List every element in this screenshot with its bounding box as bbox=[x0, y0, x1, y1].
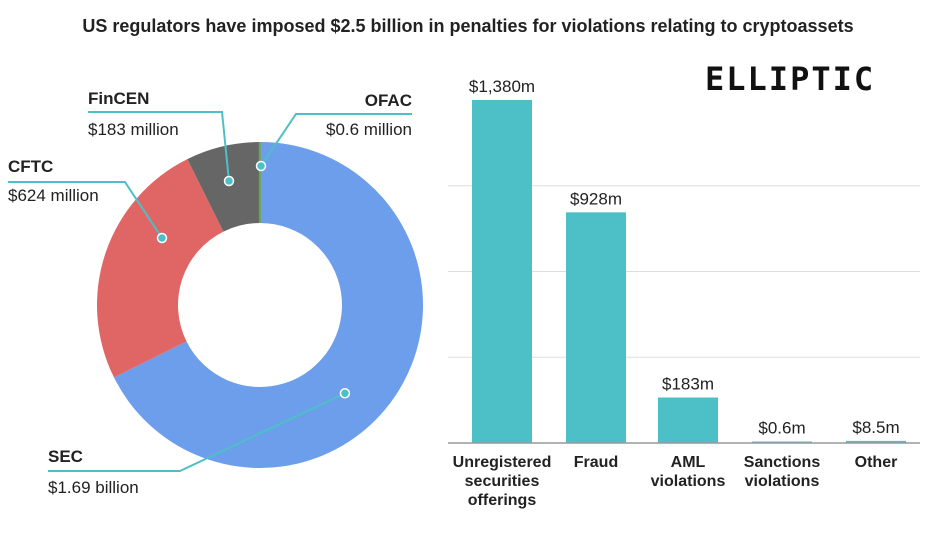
bar-category-label: violations bbox=[651, 473, 726, 490]
bar-1 bbox=[566, 212, 626, 443]
bar-value-label: $0.6m bbox=[758, 419, 805, 438]
bar-chart: $1,380m Unregistered securities offerings $9… bbox=[448, 77, 920, 509]
leader-dot-cftc bbox=[156, 232, 168, 244]
bar-category-label: Sanctions bbox=[744, 454, 821, 471]
bar-category-label: violations bbox=[745, 473, 820, 490]
chart-title: US regulators have imposed $2.5 billion … bbox=[82, 16, 854, 36]
bar-4 bbox=[846, 440, 906, 443]
donut-chart: SEC $1.69 billion CFTC $624 million FinCEN $1… bbox=[8, 89, 423, 497]
leader-line-ofac bbox=[260, 113, 412, 167]
bar-category-label: offerings bbox=[468, 492, 537, 509]
bar-category-label: Unregistered bbox=[453, 454, 552, 471]
leader-line-cftc bbox=[8, 181, 163, 239]
bar-category-label: securities bbox=[465, 473, 540, 490]
bar-0 bbox=[472, 100, 532, 443]
label-cftc-value: $624 million bbox=[8, 186, 99, 205]
bar-category-label: Fraud bbox=[574, 454, 618, 471]
label-fincen-value: $183 million bbox=[88, 120, 179, 139]
leader-dot-fincen bbox=[223, 175, 235, 187]
label-sec-value: $1.69 billion bbox=[48, 478, 139, 497]
leader-dot-sec bbox=[339, 388, 351, 399]
leader-dot-ofac bbox=[255, 160, 267, 172]
bar-value-label: $928m bbox=[570, 189, 622, 208]
bar-category-label: AML bbox=[671, 454, 706, 471]
bar-value-label: $8.5m bbox=[852, 418, 899, 437]
leader-line-sec bbox=[48, 392, 346, 472]
donut-slice-cftc bbox=[96, 159, 224, 378]
label-ofac-name: OFAC bbox=[365, 91, 412, 110]
elliptic-logo: ELLIPTIC bbox=[705, 60, 876, 98]
bar-category-label: Other bbox=[855, 454, 898, 471]
label-ofac-value: $0.6 million bbox=[326, 120, 412, 139]
leader-line-fincen bbox=[88, 111, 230, 182]
donut-slice-sec bbox=[114, 142, 423, 468]
bar-value-label: $1,380m bbox=[469, 77, 535, 96]
donut-slice-fincen bbox=[187, 142, 260, 232]
label-fincen-name: FinCEN bbox=[88, 89, 149, 108]
label-cftc-name: CFTC bbox=[8, 157, 53, 176]
label-sec-name: SEC bbox=[48, 447, 83, 466]
bar-2 bbox=[658, 397, 718, 443]
bar-value-label: $183m bbox=[662, 375, 714, 394]
